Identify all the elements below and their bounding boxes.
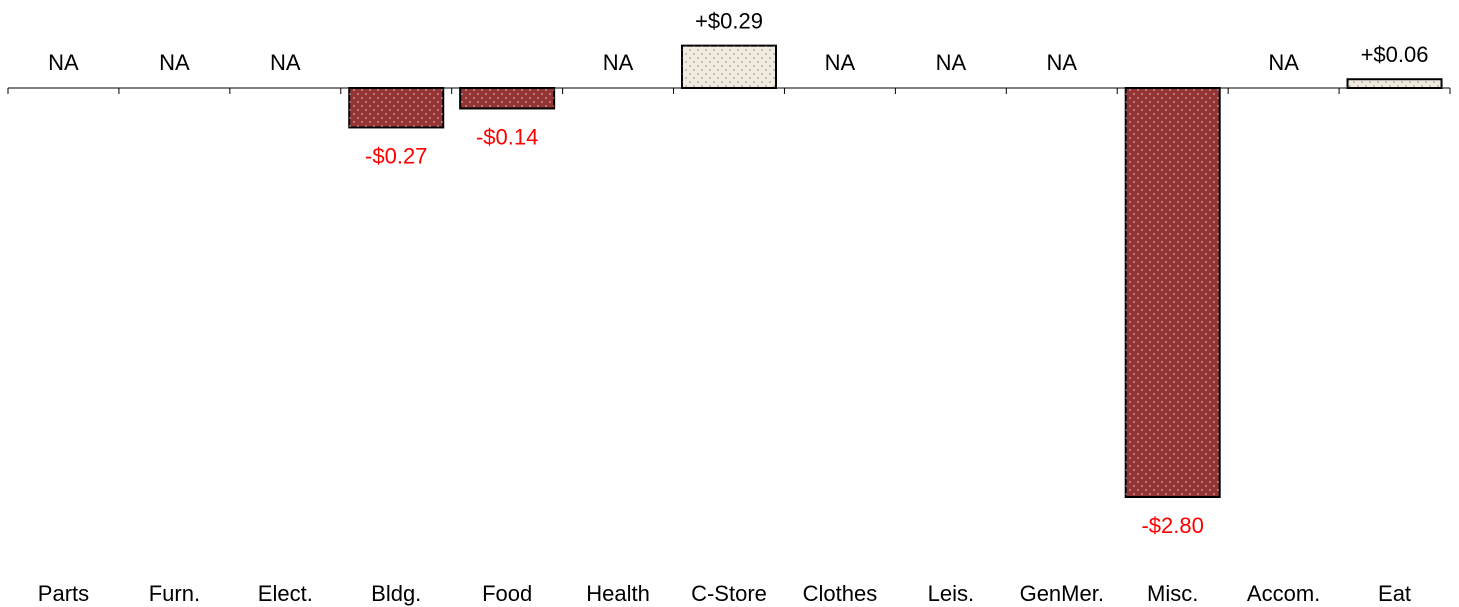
category-label: Clothes xyxy=(803,581,878,606)
category-label: Bldg. xyxy=(371,581,421,606)
category-label: Eat xyxy=(1378,581,1411,606)
labels-layer: Parts NA Furn. NA Elect. NA Bldg. -$0.27 Food -$0… xyxy=(38,9,1429,606)
category-label: Accom. xyxy=(1247,581,1320,606)
data-label: -$2.80 xyxy=(1141,513,1203,538)
category-label: GenMer. xyxy=(1020,581,1104,606)
na-label: NA xyxy=(48,50,79,75)
category-label: C-Store xyxy=(691,581,767,606)
data-label: +$0.06 xyxy=(1361,42,1429,67)
na-label: NA xyxy=(825,50,856,75)
na-label: NA xyxy=(936,50,967,75)
na-label: NA xyxy=(159,50,190,75)
category-label: Health xyxy=(586,581,650,606)
bar-pattern xyxy=(682,45,776,88)
data-label: +$0.29 xyxy=(695,9,763,34)
na-label: NA xyxy=(270,50,301,75)
bar-pattern xyxy=(1125,88,1220,497)
na-label: NA xyxy=(1046,50,1077,75)
bar-pattern xyxy=(460,88,555,109)
category-label: Parts xyxy=(38,581,89,606)
category-label: Elect. xyxy=(258,581,313,606)
bars-layer xyxy=(348,44,1443,498)
category-label: Food xyxy=(482,581,532,606)
data-label: -$0.27 xyxy=(365,143,427,168)
axis-layer xyxy=(7,87,1451,94)
category-label: Furn. xyxy=(149,581,200,606)
bar-pattern xyxy=(349,88,444,128)
category-label: Misc. xyxy=(1147,581,1198,606)
bar-pattern xyxy=(1347,79,1442,88)
data-label: -$0.14 xyxy=(476,124,538,149)
category-label: Leis. xyxy=(928,581,974,606)
na-label: NA xyxy=(1268,50,1299,75)
na-label: NA xyxy=(603,50,634,75)
